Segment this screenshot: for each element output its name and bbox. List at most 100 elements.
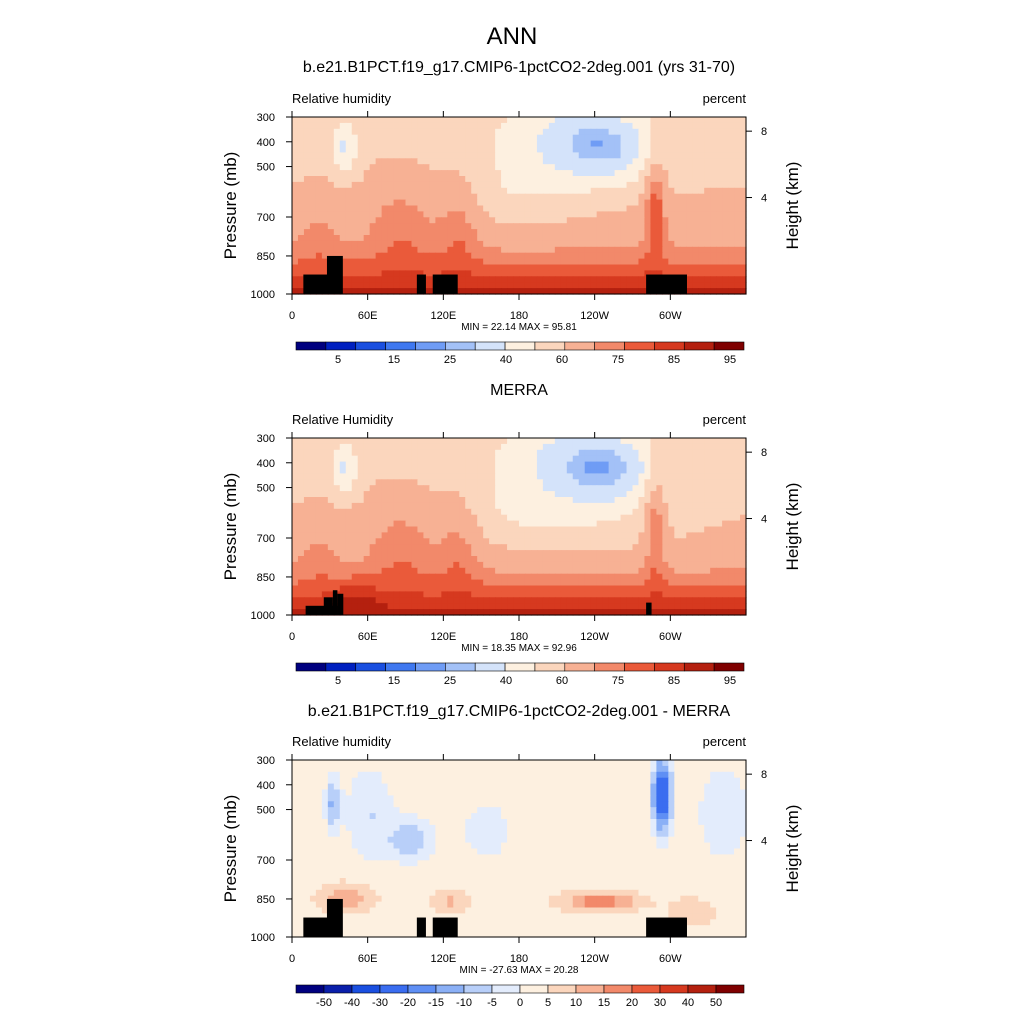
heatmap-cell [483,765,490,773]
heatmap-cell [501,240,508,248]
heatmap-cell [465,252,472,260]
heatmap-cell [321,579,329,587]
heatmap-cell [501,550,508,557]
heatmap-cell [297,461,305,469]
heatmap-cell [483,520,490,528]
heatmap-cell [614,158,622,165]
heatmap-cell [740,556,747,563]
y2-tick-label: 4 [761,514,767,526]
heatmap-cell [734,134,741,142]
heatmap-cell [656,223,663,230]
heatmap-cell [578,502,586,510]
heatmap-cell [716,282,723,289]
heatmap-cell [578,282,586,289]
panels: b.e21.B1PCT.f19_g17.CMIP6-1pctCO2-2deg.0… [221,59,802,1009]
heatmap-cell [566,117,574,124]
heatmap-cell [596,508,604,516]
heatmap-cell [483,479,490,486]
heatmap-cell [471,532,478,539]
heatmap-cell [369,467,377,474]
heatmap-cell [656,567,663,575]
heatmap-cell [656,443,663,451]
heatmap-cell [357,199,365,207]
heatmap-cell [548,461,556,469]
heatmap-cell [507,211,514,218]
heatmap-cell [519,223,526,230]
heatmap-cell [345,240,353,248]
heatmap-cell [417,479,425,486]
heatmap-cell [692,158,699,165]
colorbar: 5 15 25 40 60 75 85 95 [295,341,745,366]
heatmap-cell [560,609,568,616]
heatmap-cell [686,193,693,201]
heatmap-cell [692,455,699,463]
heatmap-cell [333,128,341,136]
heatmap-cell [620,146,628,153]
heatmap-cell [477,134,484,142]
heatmap-cell [375,158,383,165]
heatmap-cell [566,491,574,498]
heatmap-cell [489,443,496,451]
heatmap-cell [309,176,317,183]
heatmap-cell [417,591,425,598]
heatmap-cell [614,270,622,277]
heatmap-cell [459,544,466,551]
heatmap-cell [315,128,323,136]
heatmap-cell [524,152,532,159]
heatmap-cell [632,514,640,522]
heatmap-cell [465,438,472,445]
heatmap-cell [339,485,347,492]
heatmap-cell [530,473,538,480]
heatmap-cell [381,223,389,230]
heatmap-cell [566,240,574,248]
heatmap-cell [292,532,299,539]
heatmap-cell [560,502,568,510]
heatmap-cell [363,561,371,569]
heatmap-cell [638,461,646,469]
heatmap-cell [357,270,365,277]
heatmap-cell [465,217,472,224]
heatmap-cell [692,170,699,177]
heatmap-cell [357,579,365,587]
heatmap-cell [429,270,436,277]
heatmap-cell [429,532,436,539]
heatmap-cell [447,497,454,504]
heatmap-cell [447,199,454,207]
heatmap-cell [656,508,663,516]
heatmap-cell [734,128,741,136]
heatmap-cell [602,258,610,266]
heatmap-cell [351,252,359,260]
heatmap-cell [333,152,341,159]
heatmap-cell [405,438,413,445]
heatmap-cell [459,508,466,516]
heatmap-cell [680,567,687,575]
colorbar-swatch [594,341,625,351]
heatmap-cell [381,585,389,592]
heatmap-cell [351,438,359,445]
heatmap-cell [315,270,323,277]
heatmap-cell [542,264,550,271]
heatmap-cell [297,491,305,498]
heatmap-cell [674,258,681,266]
heatmap-cell [668,235,675,242]
heatmap-cell [483,603,490,610]
heatmap-cell [560,264,568,271]
heatmap-cell [572,485,580,492]
heatmap-cell [441,146,448,153]
heatmap-cell [399,497,407,504]
heatmap-cell [429,140,436,148]
heatmap-cell [578,461,586,469]
heatmap-cell [303,187,311,195]
heatmap-cell [333,134,341,142]
heatmap-cell [722,158,729,165]
heatmap-cell [740,550,747,557]
heatmap-cell [363,538,371,545]
heatmap-cell [536,152,544,159]
land-mask [332,590,338,615]
heatmap-cell [632,532,640,539]
heatmap-cell [632,258,640,266]
heatmap-cell [471,760,478,767]
heatmap-cell [650,252,657,260]
heatmap-cell [519,473,526,480]
heatmap-cell [548,170,556,177]
